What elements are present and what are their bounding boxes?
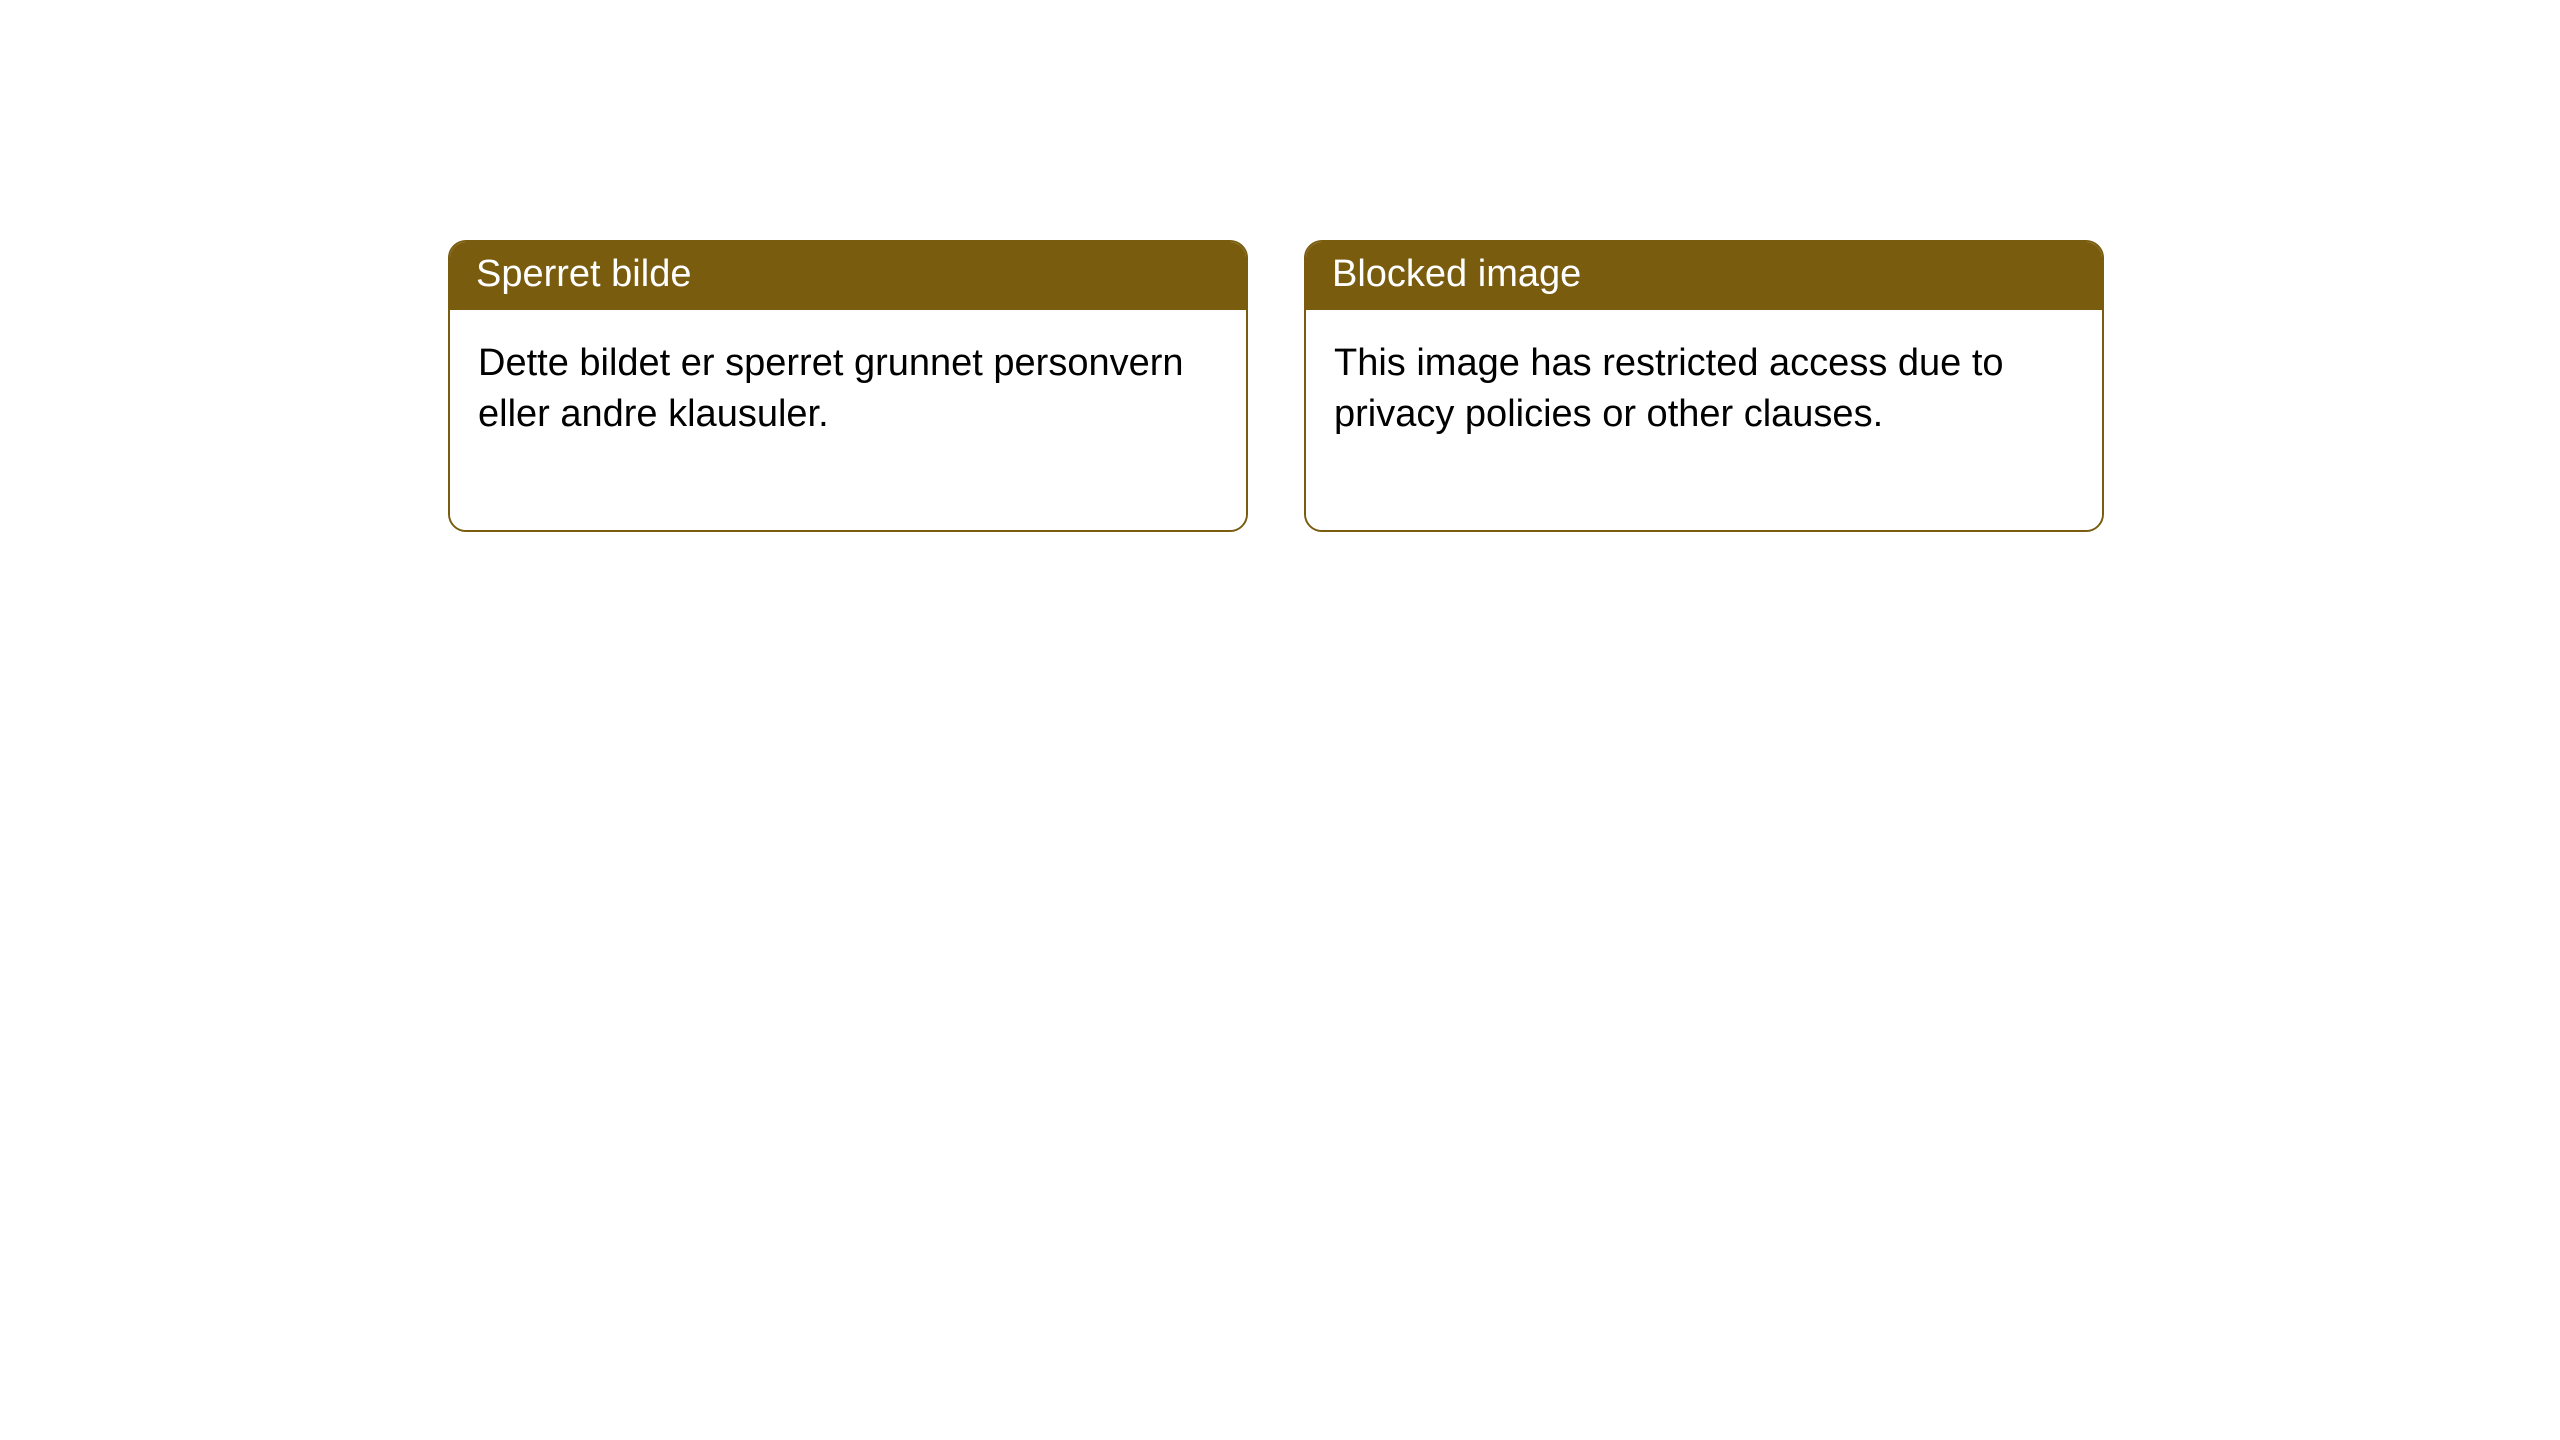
notice-cards-row: Sperret bilde Dette bildet er sperret gr… — [0, 0, 2560, 532]
notice-card-body: This image has restricted access due to … — [1306, 310, 2102, 531]
notice-card-english: Blocked image This image has restricted … — [1304, 240, 2104, 532]
notice-card-title: Blocked image — [1306, 242, 2102, 310]
notice-card-norwegian: Sperret bilde Dette bildet er sperret gr… — [448, 240, 1248, 532]
notice-card-title: Sperret bilde — [450, 242, 1246, 310]
notice-card-body: Dette bildet er sperret grunnet personve… — [450, 310, 1246, 531]
